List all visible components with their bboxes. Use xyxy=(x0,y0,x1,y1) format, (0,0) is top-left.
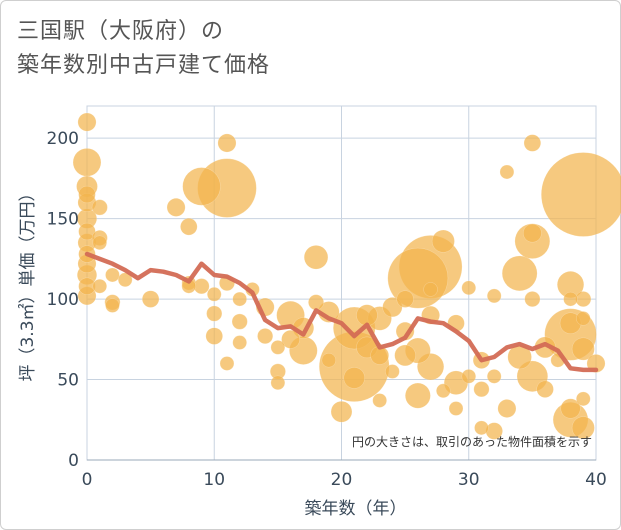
data-bubble xyxy=(473,381,490,398)
y-tick-label: 100 xyxy=(47,290,79,310)
data-bubble xyxy=(571,416,595,440)
data-bubble xyxy=(117,272,133,288)
y-tick-label: 0 xyxy=(68,451,79,471)
data-bubble xyxy=(536,380,554,398)
data-bubble xyxy=(257,328,274,345)
data-bubble xyxy=(343,367,365,389)
data-bubble xyxy=(524,291,541,308)
data-bubble xyxy=(396,290,414,308)
data-bubble xyxy=(217,133,237,153)
data-bubble xyxy=(77,112,97,132)
data-bubble xyxy=(105,298,120,313)
data-bubble xyxy=(541,152,621,237)
data-bubble xyxy=(576,391,591,407)
data-bubble xyxy=(385,364,400,379)
data-bubble xyxy=(436,383,451,399)
x-tick-label: 40 xyxy=(585,470,607,490)
y-axis-label: 坪（3.3㎡）単価（万円） xyxy=(18,184,38,381)
data-bubble xyxy=(576,311,591,326)
data-bubble xyxy=(205,327,223,345)
data-bubble xyxy=(501,255,538,292)
data-bubble xyxy=(92,278,107,294)
x-tick-label: 30 xyxy=(458,470,480,490)
average-line-series xyxy=(84,251,599,373)
x-tick-label: 20 xyxy=(331,470,353,490)
y-tick-label: 200 xyxy=(47,129,79,149)
chart-title-line-2: 築年数別中古戸建て価格 xyxy=(17,53,271,78)
data-bubble xyxy=(571,337,595,361)
data-bubble xyxy=(405,382,431,409)
data-bubble xyxy=(523,134,542,152)
data-bubble xyxy=(461,280,476,296)
data-bubble xyxy=(193,278,210,295)
data-bubble xyxy=(303,245,329,270)
data-bubble xyxy=(486,369,502,384)
axes: 0 50 100 150 200 0 10 20 30 40 xyxy=(47,129,607,490)
data-bubble xyxy=(231,313,248,330)
data-bubble xyxy=(563,291,578,307)
data-bubble xyxy=(270,340,286,355)
data-bubble xyxy=(423,282,438,297)
average-line xyxy=(84,251,599,373)
data-bubble xyxy=(394,344,416,367)
data-bubble xyxy=(321,352,337,368)
data-bubble xyxy=(372,393,387,408)
data-bubble xyxy=(182,167,221,206)
data-bubble xyxy=(92,235,107,251)
data-bubble xyxy=(232,335,247,350)
data-bubble xyxy=(461,369,476,384)
chart-title-line-1: 三国駅（大阪府）の xyxy=(17,19,225,44)
data-bubble xyxy=(270,375,286,391)
data-bubble xyxy=(141,290,160,308)
data-bubble xyxy=(207,287,222,302)
data-bubble xyxy=(206,305,223,322)
data-bubble xyxy=(560,398,581,419)
data-bubble xyxy=(575,291,592,308)
x-tick-label: 0 xyxy=(82,470,93,490)
data-bubble xyxy=(219,356,235,371)
data-bubble xyxy=(166,198,186,217)
data-bubble xyxy=(105,267,120,283)
data-bubble xyxy=(281,329,300,349)
data-bubble xyxy=(497,399,517,418)
y-tick-label: 50 xyxy=(57,371,79,391)
data-bubble xyxy=(72,148,102,177)
data-bubble xyxy=(486,288,502,304)
data-bubble xyxy=(232,291,247,307)
data-bubble xyxy=(356,304,378,326)
data-bubble xyxy=(91,199,108,216)
bubble-series xyxy=(72,112,621,440)
data-bubble xyxy=(330,400,353,423)
data-bubble xyxy=(382,297,403,318)
y-tick-label: 150 xyxy=(47,210,79,230)
data-bubble xyxy=(499,164,515,180)
data-bubble xyxy=(78,222,96,241)
data-bubble xyxy=(431,229,455,253)
data-bubble xyxy=(78,185,96,204)
data-bubble xyxy=(474,420,489,436)
data-bubble xyxy=(523,223,542,243)
x-axis-label: 築年数（年） xyxy=(305,499,407,519)
data-bubble xyxy=(308,294,324,311)
size-note: 円の大きさは、取引のあった物件面積を示す xyxy=(352,434,592,449)
data-bubble xyxy=(448,401,464,416)
chart-title: 三国駅（大阪府）の 築年数別中古戸建て価格 xyxy=(17,15,270,83)
data-bubble xyxy=(395,321,415,341)
data-bubble xyxy=(180,218,198,236)
x-tick-label: 10 xyxy=(203,470,225,490)
